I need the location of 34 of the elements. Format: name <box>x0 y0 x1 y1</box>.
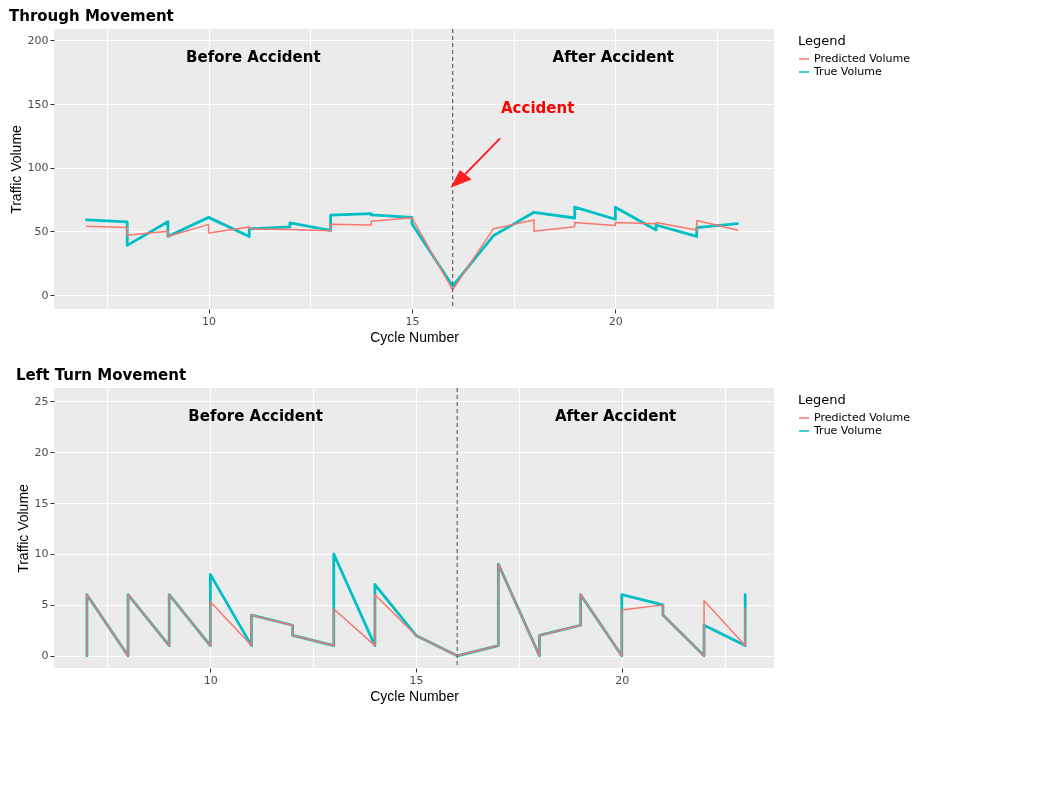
annotation: Accident <box>501 98 575 117</box>
y-tick-label: 0 <box>41 649 49 663</box>
y-axis-title: Traffic Volume <box>7 124 24 214</box>
legend-label: Predicted Volume <box>814 52 911 65</box>
y-tick-label: 10 <box>34 547 49 561</box>
y-tick-label: 5 <box>41 598 49 612</box>
annotation: Before Accident <box>188 407 323 425</box>
y-tick-label: 200 <box>27 33 49 47</box>
legend-label: True Volume <box>813 424 882 437</box>
y-tick-label: 15 <box>34 496 49 510</box>
legend-label: True Volume <box>813 65 882 78</box>
x-tick-label: 10 <box>203 673 218 687</box>
y-tick-label: 0 <box>41 288 49 302</box>
x-tick-label: 10 <box>202 314 217 328</box>
x-tick-label: 15 <box>409 673 424 687</box>
legend-title: Legend <box>798 33 846 48</box>
annotation: Before Accident <box>186 48 321 66</box>
y-tick-label: 20 <box>34 445 49 459</box>
chart-title: Through Movement <box>9 7 174 26</box>
legend-title: Legend <box>798 392 846 407</box>
y-tick-label: 100 <box>27 161 49 175</box>
y-tick-label: 50 <box>34 224 49 238</box>
x-tick-label: 20 <box>615 673 630 687</box>
legend-label: Predicted Volume <box>814 411 911 424</box>
x-axis-title: Cycle Number <box>370 687 460 704</box>
x-tick-label: 20 <box>608 314 623 328</box>
x-tick-label: 15 <box>405 314 420 328</box>
x-axis-title: Cycle Number <box>370 328 460 345</box>
annotation: After Accident <box>554 407 677 425</box>
y-tick-label: 150 <box>27 97 49 111</box>
y-tick-label: 25 <box>34 394 49 408</box>
annotation: After Accident <box>552 48 675 66</box>
chart-title: Left Turn Movement <box>16 366 187 385</box>
y-axis-title: Traffic Volume <box>14 483 31 573</box>
